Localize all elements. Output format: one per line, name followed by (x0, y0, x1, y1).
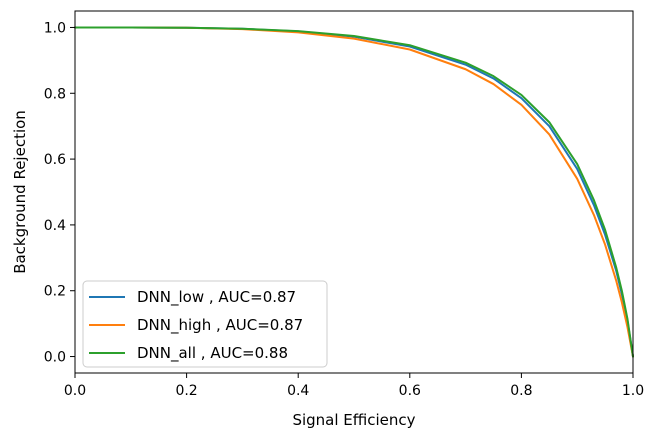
y-tick-label: 0.0 (44, 350, 66, 366)
legend-label-2: DNN_all , AUC=0.88 (137, 344, 288, 363)
x-axis-label: Signal Efficiency (292, 411, 415, 429)
plot-frame (74, 10, 634, 374)
y-tick-label: 0.6 (44, 152, 66, 168)
x-axis-ticks: 0.0 0.2 0.4 0.6 0.8 1.0 (64, 373, 644, 399)
y-tick-label: 0.8 (44, 86, 66, 102)
y-tick-label: 1.0 (44, 20, 66, 36)
x-tick-label: 0.4 (287, 383, 309, 399)
legend: DNN_low , AUC=0.87 DNN_high , AUC=0.87 DNN… (82, 280, 328, 368)
y-axis-ticks: 0.0 0.2 0.4 0.6 0.8 1.0 (44, 20, 75, 366)
y-tick-label: 0.2 (44, 284, 66, 300)
legend-label-1: DNN_high , AUC=0.87 (137, 316, 303, 335)
x-tick-label: 0.2 (175, 383, 197, 399)
series-line-2 (74, 26, 634, 358)
x-tick-label: 0.6 (399, 383, 421, 399)
y-axis-label: Background Rejection (11, 110, 29, 274)
legend-box (82, 280, 328, 368)
legend-label-0: DNN_low , AUC=0.87 (137, 288, 296, 307)
x-tick-label: 0.0 (64, 383, 86, 399)
x-tick-label: 1.0 (622, 383, 644, 399)
y-tick-label: 0.4 (44, 218, 66, 234)
series-lines (74, 26, 634, 358)
x-tick-label: 0.8 (510, 383, 532, 399)
